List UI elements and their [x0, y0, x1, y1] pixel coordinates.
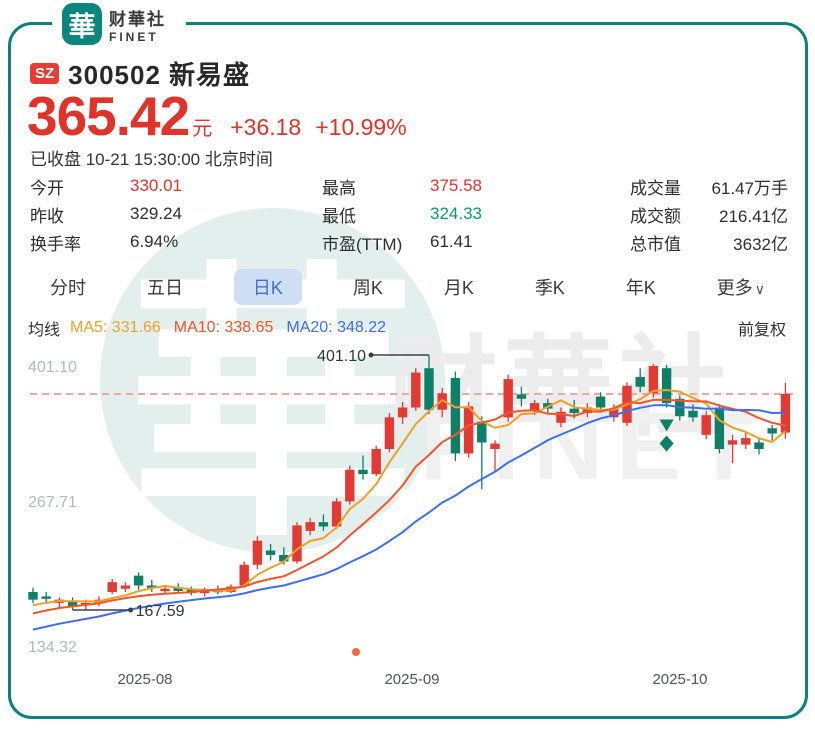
stat-prev-close: 昨收 329.24 — [30, 204, 182, 226]
price-change-percent: +10.99% — [315, 114, 407, 140]
tab-daily-k[interactable]: 日K — [233, 269, 302, 305]
stock-code: 300502 — [68, 60, 161, 90]
adjust-mode-button[interactable]: 前复权 — [737, 322, 786, 339]
stock-header: SZ 300502 新易盛 — [30, 55, 250, 92]
stat-pe-ttm: 市盈(TTM) 61.41 — [322, 232, 473, 254]
brand-name-en: FINET — [109, 29, 159, 44]
stat-turnover-rate: 换手率 6.94% — [30, 232, 179, 254]
ma5-legend: MA5: 331.66 — [70, 319, 161, 336]
tab-5day[interactable]: 五日 — [146, 278, 183, 298]
price-unit: 元 — [192, 118, 213, 140]
ma-legend-bar: 均线 MA5: 331.66 MA10: 338.65 MA20: 348.22… — [28, 316, 786, 340]
svg-text:267.71: 267.71 — [28, 494, 77, 511]
page-border-frame — [8, 22, 808, 719]
current-price: 365.42 — [27, 85, 190, 147]
tab-realtime[interactable]: 分时 — [50, 278, 86, 298]
svg-text:401.10: 401.10 — [317, 348, 366, 365]
svg-text:134.32: 134.32 — [28, 639, 77, 656]
tab-yearly-k[interactable]: 年K — [625, 278, 656, 298]
price-row: 365.42 元 +36.18 +10.99% — [27, 84, 407, 148]
brand-logo: 華 财華社 FINET — [52, 0, 186, 48]
stat-volume: 成交量 61.47万手 — [630, 178, 788, 198]
tab-monthly-k[interactable]: 月K — [443, 278, 474, 298]
tab-weekly-k[interactable]: 周K — [352, 278, 383, 298]
brand-logo-icon: 華 — [62, 3, 102, 45]
stat-high: 最高 375.58 — [322, 176, 482, 198]
svg-text:401.10: 401.10 — [28, 359, 77, 376]
stats-grid: 今开 330.01 最高 375.58 成交量 61.47万手 昨收 329.24 最低… — [30, 172, 788, 256]
svg-text:167.59: 167.59 — [136, 603, 185, 620]
stat-open: 今开 330.01 — [30, 176, 182, 198]
svg-text:2025-09: 2025-09 — [384, 671, 439, 688]
stat-low: 最低 324.33 — [322, 204, 482, 226]
stat-market-cap: 总市值 3632亿 — [630, 234, 788, 254]
market-status-line: 已收盘 10-21 15:30:00 北京时间 — [30, 150, 273, 169]
stock-name: 新易盛 — [168, 60, 250, 90]
tab-more[interactable]: 更多 ∨ — [716, 278, 765, 298]
period-tabs: 分时 五日 日K 周K 月K 季K 年K 更多 ∨ — [30, 269, 785, 305]
tab-quarterly-k[interactable]: 季K — [534, 278, 565, 298]
chevron-down-icon: ∨ — [754, 281, 765, 297]
ma-legend-title: 均线 — [28, 322, 61, 339]
svg-text:2025-08: 2025-08 — [117, 671, 172, 688]
stat-turnover-amount: 成交额 216.41亿 — [630, 206, 788, 226]
ma20-legend: MA20: 348.22 — [286, 319, 386, 336]
svg-text:2025-10: 2025-10 — [652, 671, 707, 688]
brand-name-cn: 财華社 — [109, 9, 166, 29]
exchange-badge: SZ — [30, 63, 60, 84]
price-change: +36.18 — [230, 114, 302, 140]
ma10-legend: MA10: 338.65 — [173, 319, 274, 336]
stock-title: 300502 新易盛 — [68, 55, 250, 92]
candlestick-chart[interactable]: 401.10 267.71 134.32 2025-08 2025-09 2025-10 4… — [0, 340, 815, 700]
